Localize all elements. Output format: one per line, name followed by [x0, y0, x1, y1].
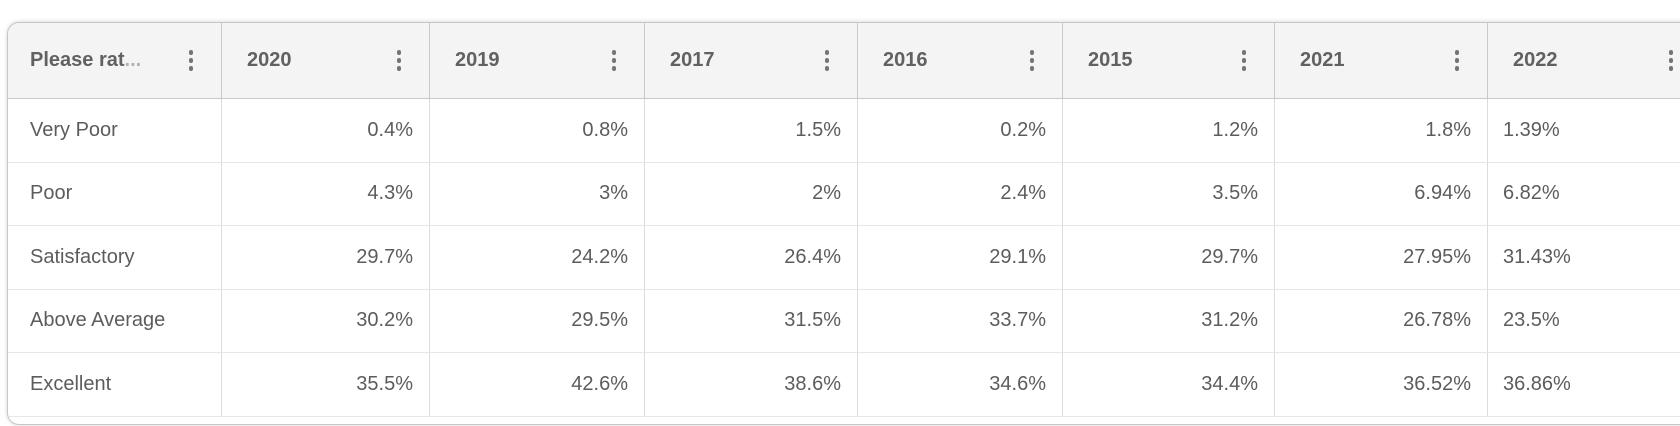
column-label: 2017	[670, 49, 715, 71]
value-cell: 29.7%	[222, 226, 430, 289]
table-body: Very Poor 0.4% 0.8% 1.5% 0.2% 1.2% 1.8% …	[8, 99, 1680, 417]
kebab-menu-icon[interactable]	[396, 50, 401, 71]
value-cell: 1.2%	[1063, 99, 1275, 162]
value-cell: 29.7%	[1063, 226, 1275, 289]
value-cell: 29.1%	[858, 226, 1063, 289]
value-cell: 0.4%	[222, 99, 430, 162]
table-header-row: Please rat... 2020 2019 2017 2016 2015 2…	[8, 23, 1680, 99]
value-cell: 1.8%	[1275, 99, 1488, 162]
value-cell: 0.2%	[858, 99, 1063, 162]
column-header-2016[interactable]: 2016	[858, 23, 1063, 98]
value-cell: 0.8%	[430, 99, 645, 162]
value-cell: 35.5%	[222, 353, 430, 416]
table-row: Very Poor 0.4% 0.8% 1.5% 0.2% 1.2% 1.8% …	[8, 99, 1680, 163]
kebab-menu-icon[interactable]	[1668, 50, 1673, 71]
value-cell: 30.2%	[222, 289, 430, 352]
kebab-menu-icon[interactable]	[1029, 50, 1034, 71]
kebab-menu-icon[interactable]	[611, 50, 616, 71]
column-header-2017[interactable]: 2017	[645, 23, 858, 98]
value-cell: 2%	[645, 162, 858, 225]
value-cell: 36.86%	[1503, 372, 1571, 395]
value-cell: 3%	[430, 162, 645, 225]
kebab-menu-icon[interactable]	[1454, 50, 1459, 71]
row-label: Above Average	[8, 289, 222, 352]
column-label: 2020	[247, 49, 292, 71]
column-label: 2019	[455, 49, 500, 71]
table-row: Above Average 30.2% 29.5% 31.5% 33.7% 31…	[8, 289, 1680, 353]
value-cell: 1.5%	[645, 99, 858, 162]
column-header-2021[interactable]: 2021	[1275, 23, 1488, 98]
kebab-menu-icon[interactable]	[1241, 50, 1246, 71]
row-label: Excellent	[8, 353, 222, 416]
column-header-2020[interactable]: 2020	[222, 23, 430, 98]
rating-column-label: Please rat...	[30, 49, 142, 71]
kebab-menu-icon[interactable]	[188, 50, 193, 71]
table-row: Excellent 35.5% 42.6% 38.6% 34.6% 34.4% …	[8, 353, 1680, 417]
value-cell: 26.4%	[645, 226, 858, 289]
value-cell: 29.5%	[430, 289, 645, 352]
value-cell: 34.6%	[858, 353, 1063, 416]
value-cell: 1.39%	[1503, 118, 1560, 141]
column-label: 2022	[1513, 49, 1558, 71]
table-row: Poor 4.3% 3% 2% 2.4% 3.5% 6.94% 6.82%	[8, 162, 1680, 226]
results-table-card: Please rat... 2020 2019 2017 2016 2015 2…	[7, 22, 1680, 425]
column-label: 2015	[1088, 49, 1133, 71]
value-cell: 31.43%	[1503, 245, 1571, 268]
column-label: 2021	[1300, 49, 1345, 71]
value-cell: 42.6%	[430, 353, 645, 416]
truncation-ellipsis: ...	[124, 49, 142, 71]
value-cell: 34.4%	[1063, 353, 1275, 416]
column-header-2015[interactable]: 2015	[1063, 23, 1275, 98]
column-header-2022[interactable]: 2022	[1488, 23, 1680, 98]
value-cell: 26.78%	[1275, 289, 1488, 352]
value-cell: 31.2%	[1063, 289, 1275, 352]
value-cell: 24.2%	[430, 226, 645, 289]
row-label: Very Poor	[8, 99, 222, 162]
value-cell: 23.5%	[1503, 309, 1560, 332]
table-row: Satisfactory 29.7% 24.2% 26.4% 29.1% 29.…	[8, 226, 1680, 290]
value-cell: 31.5%	[645, 289, 858, 352]
column-header-2019[interactable]: 2019	[430, 23, 645, 98]
column-label: 2016	[883, 49, 928, 71]
value-cell: 33.7%	[858, 289, 1063, 352]
value-cell: 38.6%	[645, 353, 858, 416]
value-cell: 3.5%	[1063, 162, 1275, 225]
row-label: Satisfactory	[8, 226, 222, 289]
column-header-rating[interactable]: Please rat...	[8, 23, 222, 98]
value-cell: 27.95%	[1275, 226, 1488, 289]
value-cell: 36.52%	[1275, 353, 1488, 416]
value-cell: 4.3%	[222, 162, 430, 225]
value-cell: 6.82%	[1503, 182, 1560, 205]
row-label: Poor	[8, 162, 222, 225]
value-cell: 2.4%	[858, 162, 1063, 225]
value-cell: 6.94%	[1275, 162, 1488, 225]
kebab-menu-icon[interactable]	[824, 50, 829, 71]
